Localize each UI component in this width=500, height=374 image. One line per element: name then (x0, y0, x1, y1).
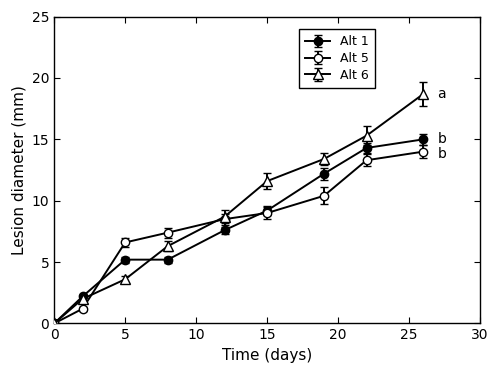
Legend: Alt 1, Alt 5, Alt 6: Alt 1, Alt 5, Alt 6 (299, 29, 376, 88)
X-axis label: Time (days): Time (days) (222, 348, 312, 363)
Y-axis label: Lesion diameter (mm): Lesion diameter (mm) (11, 85, 26, 255)
Text: b: b (438, 147, 446, 161)
Text: a: a (438, 87, 446, 101)
Text: b: b (438, 132, 446, 146)
